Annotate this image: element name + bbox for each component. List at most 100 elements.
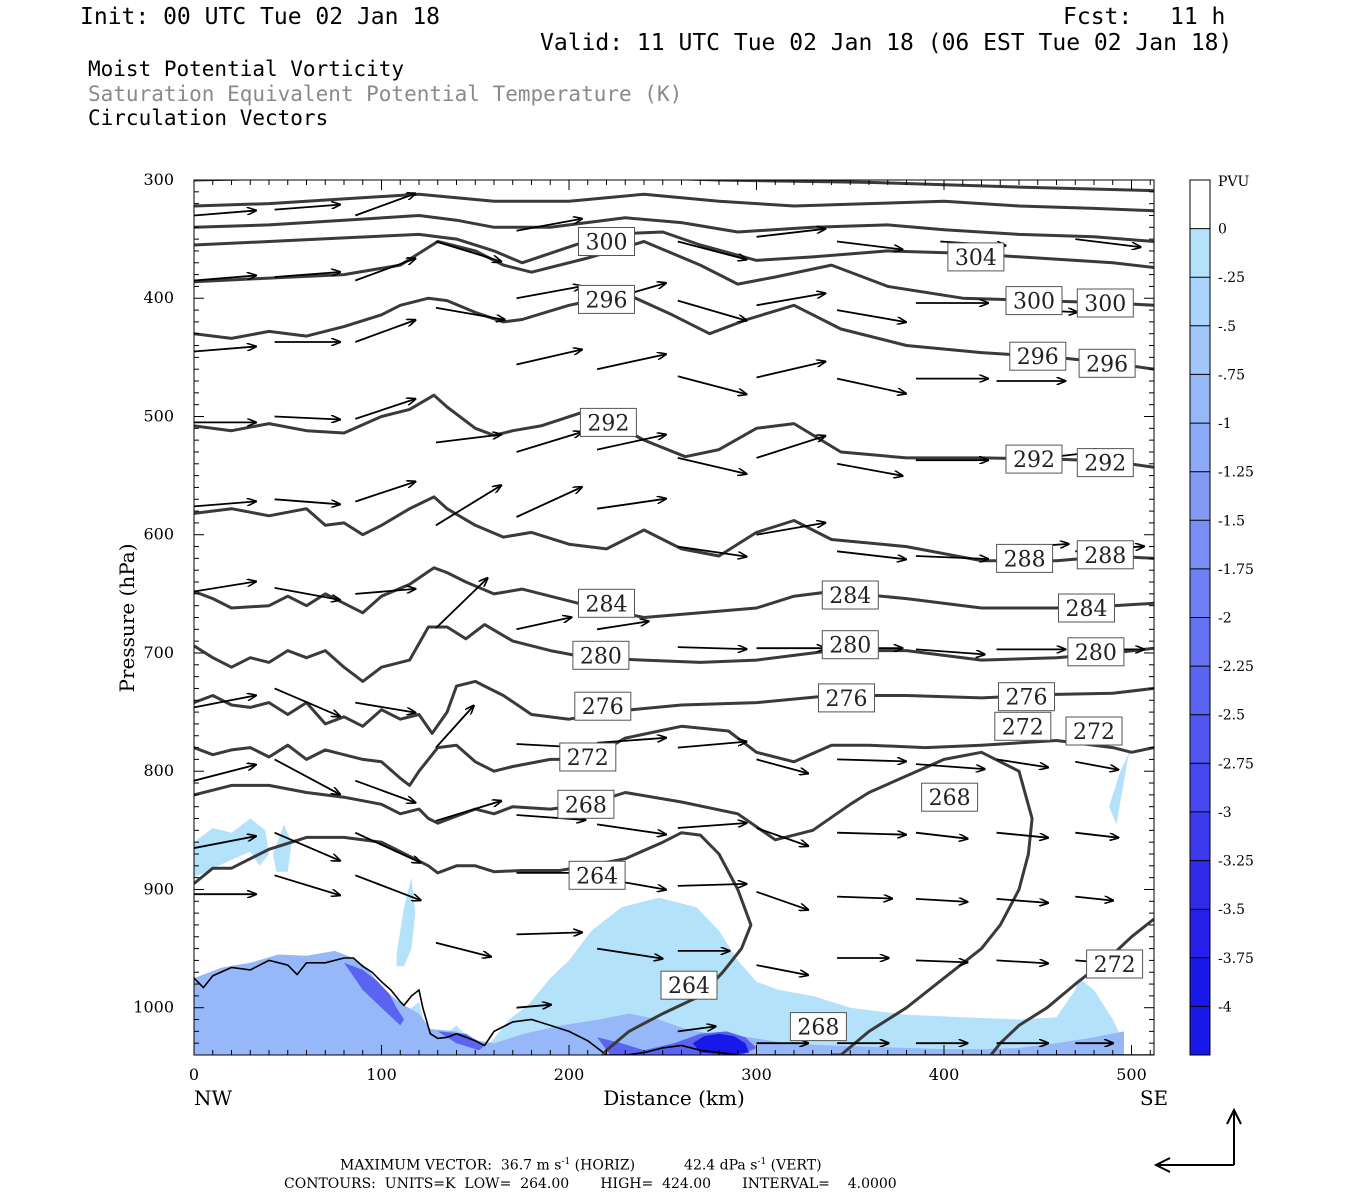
colorbar-label: -2.75 [1218, 756, 1254, 772]
contour-label: 268 [797, 1016, 839, 1041]
colorbar-swatch [1190, 423, 1210, 472]
circulation-vector [355, 399, 415, 420]
x-tick-label: 500 [1116, 1065, 1147, 1084]
contour-label: 292 [1013, 448, 1055, 473]
circulation-vector [836, 309, 906, 322]
circulation-vector [915, 763, 985, 769]
circulation-vector [194, 582, 256, 593]
contour-label: 284 [829, 584, 871, 609]
y-tick-label: 600 [143, 525, 174, 544]
circulation-vector [516, 1005, 551, 1008]
init-time: Init: 00 UTC Tue 02 Jan 18 [80, 4, 441, 30]
contour-label: 304 [955, 246, 997, 271]
colorbar-label: -1.75 [1218, 562, 1254, 578]
circulation-vector [354, 874, 420, 900]
colorbar-label: -3 [1218, 805, 1232, 821]
contour-label: 288 [1004, 547, 1046, 572]
circulation-vector [677, 823, 747, 829]
contour-line-268-12 [194, 750, 1034, 1055]
circulation-vector [194, 211, 256, 217]
forecast-label: Fcst: [1063, 4, 1133, 30]
contour-line-272-11 [194, 724, 1154, 787]
pv-colorbar: 0 -.25 -.5 -.75 -1 -1.25 -1.5 -1.75 -2 -2.25 -2.5 -… [1189, 179, 1254, 1056]
contour-label: 280 [1075, 641, 1117, 666]
contour-label-box [1076, 448, 1134, 478]
colorbar-swatch [1190, 617, 1210, 667]
contour-label-box [557, 789, 615, 819]
circulation-vector [194, 501, 256, 508]
circulation-vector [596, 947, 662, 959]
y-tick-label: 900 [143, 879, 174, 898]
contour-label-box [579, 407, 637, 437]
circulation-vector [677, 545, 747, 557]
circulation-vector [516, 814, 586, 820]
contour-label-box [818, 683, 875, 713]
pv-shading [194, 747, 1132, 1055]
pv-area-4 [1109, 747, 1132, 825]
contour-line-296-5 [194, 292, 1154, 371]
colorbar-label: -1.25 [1218, 465, 1254, 481]
circulation-vector [355, 482, 415, 503]
circulation-vector [354, 259, 415, 282]
colorbar-label: -4 [1218, 999, 1232, 1015]
circulation-vector [756, 758, 809, 773]
contour-label-box [1076, 540, 1134, 570]
colorbar-swatch [1190, 325, 1210, 375]
circulation-vector [596, 435, 666, 451]
circulation-vector [756, 964, 809, 975]
circulation-vector [274, 205, 340, 211]
colorbar-label: -.75 [1218, 367, 1245, 383]
contour-label: 292 [1084, 452, 1126, 477]
circulation-vector [596, 823, 666, 834]
circulation-vector [516, 219, 582, 232]
circulation-vector [677, 742, 747, 749]
circulation-vector [274, 587, 340, 600]
x-end-right: SE [1140, 1086, 1168, 1110]
pv-area-2 [272, 824, 292, 872]
circulation-vector [915, 648, 985, 654]
circulation-vector [516, 432, 582, 453]
colorbar-swatch [1190, 811, 1210, 861]
contour-label-box [568, 860, 626, 890]
circulation-vector [516, 617, 572, 631]
contour-label: 272 [1094, 953, 1136, 978]
x-tick-label: 100 [366, 1065, 397, 1084]
contour-label-box [1065, 716, 1123, 746]
contour-label-box [1076, 288, 1134, 318]
x-end-left: NW [194, 1086, 233, 1110]
colorbar-title: PVU [1218, 174, 1250, 190]
x-tick-label: 200 [554, 1065, 585, 1084]
horiz-exponent: -1 [561, 1157, 571, 1167]
contour-label-box [1009, 341, 1067, 371]
circulation-vector [274, 874, 340, 895]
y-tick-label: 700 [143, 643, 174, 662]
colorbar-swatch [1190, 277, 1210, 326]
circulation-vector [194, 695, 256, 709]
contour-label: 272 [1002, 715, 1044, 740]
circulation-vector [677, 457, 747, 474]
circulation-vector [756, 436, 826, 459]
y-axis-title: Pressure (hPa) [115, 544, 139, 693]
circulation-vector [836, 377, 906, 394]
colorbar-label: -1.5 [1218, 513, 1245, 529]
circulation-vector [677, 647, 747, 649]
circulation-vector [836, 240, 902, 250]
circulation-vector [596, 621, 649, 631]
circulation-vector [435, 485, 501, 527]
contour-label: 280 [829, 634, 871, 659]
circulation-vector [355, 701, 415, 713]
circulation-vector [274, 831, 340, 861]
circulation-vector [677, 299, 747, 321]
circulation-vector [274, 758, 340, 794]
contour-label: 276 [582, 695, 624, 720]
circulation-vectors [194, 194, 1144, 1044]
pv-area-9 [692, 1033, 749, 1055]
contour-line-284-8 [194, 566, 1154, 619]
circulation-vector [996, 831, 1049, 838]
circulation-vector [355, 589, 415, 595]
contour-label: 300 [1084, 292, 1126, 317]
forecast-hours: 11 h [1170, 4, 1226, 30]
contour-label-box [660, 970, 718, 1000]
contour-label: 296 [1086, 352, 1128, 377]
circulation-vector [516, 286, 582, 300]
